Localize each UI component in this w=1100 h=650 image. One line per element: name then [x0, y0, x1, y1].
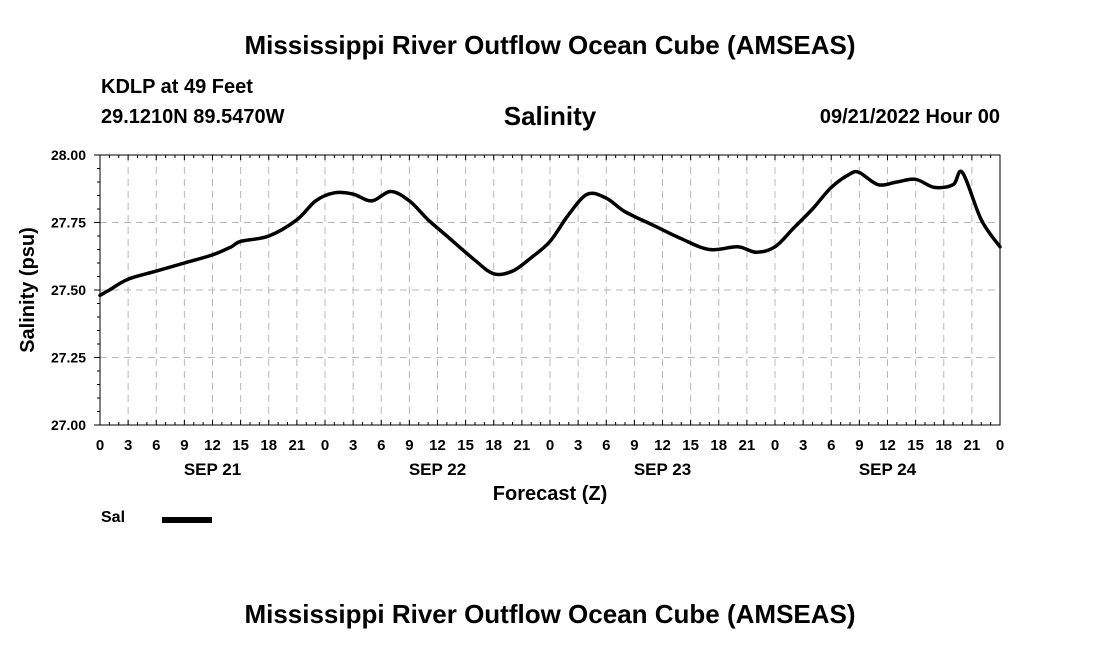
x-tick-label: 12	[879, 437, 896, 454]
x-tick-label: 6	[602, 437, 610, 454]
legend-label: Sal	[101, 509, 126, 526]
date-labels: SEP 21 SEP 22 SEP 23 SEP 24	[184, 460, 917, 479]
chart-title-repeat: Mississippi River Outflow Ocean Cube (AM…	[244, 599, 856, 629]
x-tick-label: 0	[996, 437, 1004, 454]
x-tick-label: 15	[907, 437, 924, 454]
x-tick-label: 21	[739, 437, 756, 454]
legend-swatch	[162, 517, 212, 523]
x-tick-label: 3	[799, 437, 807, 454]
x-tick-label: 3	[124, 437, 132, 454]
axis-ticks	[94, 154, 1001, 426]
x-tick-label: 3	[574, 437, 582, 454]
x-tick-label: 12	[204, 437, 221, 454]
y-tick-label: 28.00	[51, 147, 86, 163]
station-coordinates: 29.1210N 89.5470W	[101, 106, 285, 128]
y-tick-label: 27.00	[51, 417, 86, 433]
y-tick-label: 27.25	[51, 350, 86, 366]
x-tick-label: 6	[152, 437, 160, 454]
x-tick-label: 12	[429, 437, 446, 454]
x-tick-label: 0	[546, 437, 554, 454]
date-label: SEP 22	[409, 460, 466, 479]
x-tick-label: 18	[485, 437, 502, 454]
x-tick-label: 21	[514, 437, 531, 454]
x-tick-label: 18	[260, 437, 277, 454]
x-tick-label: 15	[457, 437, 474, 454]
x-tick-label: 0	[321, 437, 329, 454]
x-tick-label: 6	[827, 437, 835, 454]
forecast-datetime: 09/21/2022 Hour 00	[819, 106, 1000, 128]
x-tick-label: 15	[232, 437, 249, 454]
chart-title: Mississippi River Outflow Ocean Cube (AM…	[244, 30, 856, 60]
x-tick-label: 12	[654, 437, 671, 454]
date-label: SEP 21	[184, 460, 241, 479]
chart-heading: Salinity	[503, 101, 597, 131]
date-label: SEP 23	[634, 460, 691, 479]
grid-lines	[100, 154, 1000, 426]
series-line-sal	[98, 169, 1002, 298]
x-tick-label: 18	[710, 437, 727, 454]
y-tick-label: 27.75	[51, 215, 86, 231]
station-label: KDLP at 49 Feet	[101, 76, 253, 98]
x-tick-label: 18	[935, 437, 952, 454]
x-tick-label: 15	[682, 437, 699, 454]
x-tick-label: 0	[771, 437, 779, 454]
x-tick-label: 9	[630, 437, 638, 454]
x-tick-label: 9	[405, 437, 413, 454]
date-label: SEP 24	[859, 460, 917, 479]
x-axis-label: Forecast (Z)	[493, 483, 607, 505]
y-tick-labels: 27.00 27.25 27.50 27.75 28.00	[51, 147, 86, 433]
x-tick-label: 0	[96, 437, 104, 454]
x-tick-label: 9	[855, 437, 863, 454]
y-tick-label: 27.50	[51, 282, 86, 298]
x-tick-label: 21	[289, 437, 306, 454]
y-axis-label: Salinity (psu)	[17, 227, 39, 353]
x-tick-labels: 0 3 6 9 12 15 18 21 0 3 6 9 12 15 18 21 0 3 6 9 12 15 18 21 0 3 6 9…	[96, 437, 1004, 454]
x-tick-label: 3	[349, 437, 357, 454]
x-tick-label: 6	[377, 437, 385, 454]
x-tick-label: 21	[964, 437, 981, 454]
x-tick-label: 9	[180, 437, 188, 454]
